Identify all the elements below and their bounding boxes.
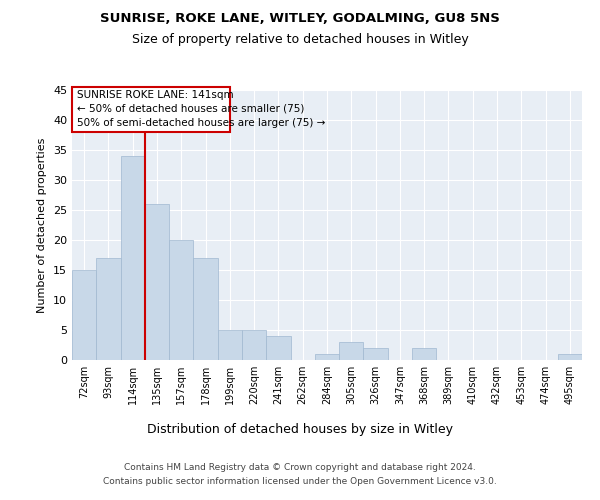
Bar xyxy=(145,204,169,360)
FancyBboxPatch shape xyxy=(72,87,230,132)
Bar xyxy=(72,270,96,360)
Text: ← 50% of detached houses are smaller (75): ← 50% of detached houses are smaller (75… xyxy=(77,104,304,114)
Bar xyxy=(315,354,339,360)
Text: SUNRISE ROKE LANE: 141sqm: SUNRISE ROKE LANE: 141sqm xyxy=(77,90,233,100)
Text: Size of property relative to detached houses in Witley: Size of property relative to detached ho… xyxy=(131,32,469,46)
Bar xyxy=(121,156,145,360)
Bar xyxy=(193,258,218,360)
Text: 50% of semi-detached houses are larger (75) →: 50% of semi-detached houses are larger (… xyxy=(77,118,325,128)
Bar xyxy=(96,258,121,360)
Text: Distribution of detached houses by size in Witley: Distribution of detached houses by size … xyxy=(147,422,453,436)
Bar xyxy=(364,348,388,360)
Bar xyxy=(266,336,290,360)
Text: Contains public sector information licensed under the Open Government Licence v3: Contains public sector information licen… xyxy=(103,478,497,486)
Bar xyxy=(218,330,242,360)
Bar xyxy=(412,348,436,360)
Text: Contains HM Land Registry data © Crown copyright and database right 2024.: Contains HM Land Registry data © Crown c… xyxy=(124,462,476,471)
Bar xyxy=(339,342,364,360)
Bar xyxy=(242,330,266,360)
Y-axis label: Number of detached properties: Number of detached properties xyxy=(37,138,47,312)
Bar xyxy=(169,240,193,360)
Text: SUNRISE, ROKE LANE, WITLEY, GODALMING, GU8 5NS: SUNRISE, ROKE LANE, WITLEY, GODALMING, G… xyxy=(100,12,500,26)
Bar xyxy=(558,354,582,360)
